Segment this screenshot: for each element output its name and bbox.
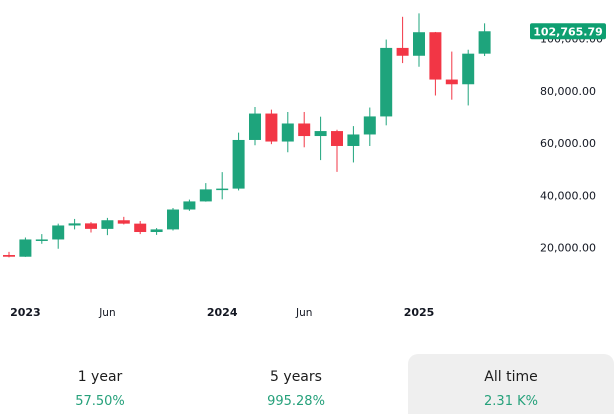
candle bbox=[281, 111, 294, 153]
candle-body bbox=[298, 123, 311, 137]
candle-body bbox=[314, 131, 327, 137]
candle bbox=[150, 228, 163, 235]
candle bbox=[396, 16, 409, 64]
y-axis-tick-label: 60,000.00 bbox=[540, 137, 596, 150]
x-axis-tick-label: 2024 bbox=[207, 306, 238, 319]
candle-body bbox=[445, 79, 458, 85]
candle-body bbox=[265, 113, 278, 142]
candle bbox=[265, 109, 278, 145]
candle bbox=[478, 23, 491, 57]
candle-body bbox=[249, 113, 261, 140]
candle-body bbox=[3, 255, 15, 257]
candle-body bbox=[167, 209, 179, 230]
candle-body bbox=[101, 220, 114, 229]
x-axis-tick-label: Jun bbox=[98, 307, 115, 319]
candle bbox=[134, 221, 147, 235]
last-price-label: 102,765.79 bbox=[533, 25, 603, 38]
candle-body bbox=[19, 239, 32, 257]
tab-change-value: 57.50% bbox=[75, 394, 125, 409]
candle-body bbox=[35, 239, 48, 241]
candle bbox=[85, 222, 97, 233]
candle bbox=[183, 199, 196, 211]
candle-body bbox=[331, 131, 343, 146]
tab-label: All time bbox=[484, 369, 538, 385]
candle-body bbox=[380, 47, 393, 117]
candle-body bbox=[413, 32, 425, 56]
candle bbox=[232, 132, 245, 191]
candle-body bbox=[150, 229, 163, 233]
tab-1-year[interactable]: 1 year 57.50% bbox=[0, 354, 200, 414]
candle bbox=[216, 172, 229, 200]
candle-body bbox=[199, 189, 212, 202]
candle bbox=[19, 237, 32, 257]
candle bbox=[199, 183, 212, 202]
candle bbox=[331, 129, 343, 172]
candle bbox=[413, 13, 425, 67]
candle-body bbox=[347, 134, 360, 146]
tab-label: 1 year bbox=[77, 369, 123, 385]
tab-change-value: 995.28% bbox=[267, 394, 325, 409]
candle-body bbox=[396, 47, 409, 56]
candle bbox=[380, 39, 393, 126]
x-axis-tick-label: 2025 bbox=[404, 306, 435, 319]
tab-5-years[interactable]: 5 years 995.28% bbox=[196, 354, 396, 414]
last-price-badge-bg bbox=[530, 23, 606, 40]
x-axis-tick-label: Jun bbox=[295, 307, 312, 319]
candle bbox=[462, 49, 475, 106]
candles bbox=[3, 13, 491, 258]
candle bbox=[347, 126, 360, 163]
performance-tabs: 1 year 57.50% 5 years 995.28% All time 2… bbox=[0, 354, 616, 414]
candle bbox=[298, 111, 311, 148]
x-axis-tick-label: 2023 bbox=[10, 306, 41, 319]
candle bbox=[35, 234, 48, 244]
tab-label: 5 years bbox=[270, 369, 322, 385]
candle-body bbox=[478, 31, 491, 54]
tab-change-value: 2.31 K% bbox=[484, 394, 538, 409]
candle bbox=[429, 31, 442, 96]
candle-body bbox=[85, 223, 97, 229]
y-axis-tick-label: 20,000.00 bbox=[540, 242, 596, 255]
y-axis-tick-label: 40,000.00 bbox=[540, 189, 596, 202]
candle bbox=[363, 107, 376, 146]
candle bbox=[101, 217, 114, 236]
candle-body bbox=[117, 220, 130, 224]
candle bbox=[445, 51, 458, 100]
candle bbox=[117, 216, 130, 225]
candle-body bbox=[183, 201, 196, 210]
candle-body bbox=[232, 139, 245, 189]
candle bbox=[3, 251, 15, 258]
candle bbox=[314, 116, 327, 161]
candle bbox=[52, 223, 65, 249]
candle-body bbox=[363, 116, 376, 135]
candle bbox=[167, 207, 179, 231]
candle bbox=[249, 107, 261, 146]
y-axis-tick-label: 80,000.00 bbox=[540, 85, 596, 98]
candle-body bbox=[134, 223, 147, 233]
candle bbox=[68, 218, 81, 230]
candle-body bbox=[462, 53, 475, 85]
candle-body bbox=[68, 223, 81, 226]
candle-body bbox=[52, 225, 65, 240]
candle-body bbox=[429, 32, 442, 80]
candlestick-chart: 20,000.0040,000.0060,000.0080,000.00100,… bbox=[3, 13, 606, 319]
candle-body bbox=[216, 188, 229, 191]
candle-body bbox=[281, 123, 294, 142]
tab-all-time[interactable]: All time 2.31 K% bbox=[408, 354, 614, 414]
last-price-badge: 102,765.79 bbox=[530, 23, 606, 40]
